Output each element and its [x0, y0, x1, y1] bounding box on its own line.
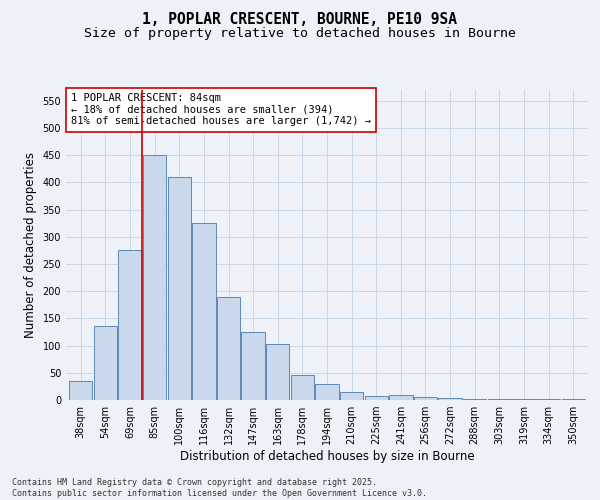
Bar [463, 399, 487, 400]
Text: Size of property relative to detached houses in Bourne: Size of property relative to detached ho… [84, 28, 516, 40]
Bar [143, 156, 166, 400]
Text: 1, POPLAR CRESCENT, BOURNE, PE10 9SA: 1, POPLAR CRESCENT, BOURNE, PE10 9SA [143, 12, 458, 28]
Bar [69, 381, 92, 400]
Bar [266, 344, 289, 400]
Bar [167, 177, 191, 400]
Text: Contains HM Land Registry data © Crown copyright and database right 2025.
Contai: Contains HM Land Registry data © Crown c… [12, 478, 427, 498]
Bar [488, 399, 511, 400]
Bar [389, 394, 413, 400]
X-axis label: Distribution of detached houses by size in Bourne: Distribution of detached houses by size … [179, 450, 475, 463]
Y-axis label: Number of detached properties: Number of detached properties [24, 152, 37, 338]
Bar [241, 332, 265, 400]
Bar [290, 375, 314, 400]
Bar [340, 392, 364, 400]
Bar [439, 398, 462, 400]
Bar [562, 399, 585, 400]
Text: 1 POPLAR CRESCENT: 84sqm
← 18% of detached houses are smaller (394)
81% of semi-: 1 POPLAR CRESCENT: 84sqm ← 18% of detach… [71, 93, 371, 126]
Bar [414, 398, 437, 400]
Bar [537, 399, 560, 400]
Bar [217, 296, 240, 400]
Bar [118, 250, 142, 400]
Bar [512, 399, 536, 400]
Bar [192, 223, 215, 400]
Bar [316, 384, 338, 400]
Bar [94, 326, 117, 400]
Bar [365, 396, 388, 400]
